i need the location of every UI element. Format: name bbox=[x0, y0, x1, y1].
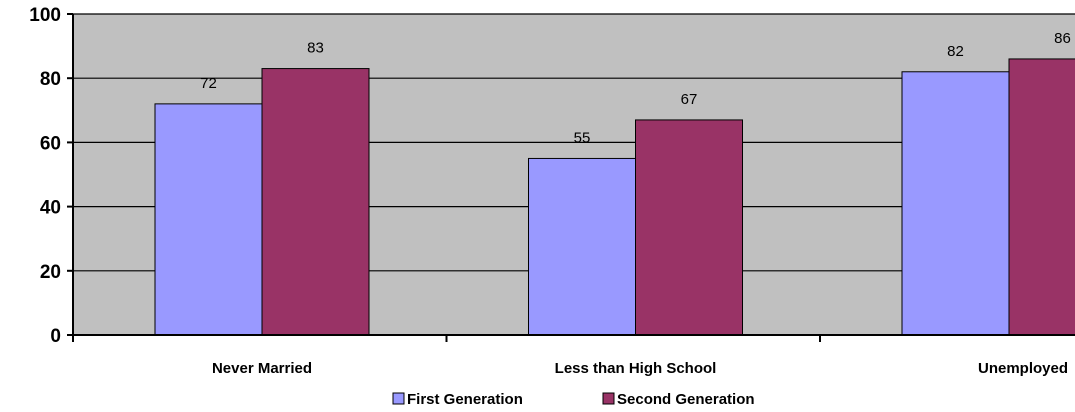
y-axis-ticks: 0 20 40 60 80 100 bbox=[29, 5, 73, 347]
category-label: Never Married bbox=[212, 360, 312, 377]
y-tick-label: 0 bbox=[50, 326, 61, 347]
bar bbox=[901, 71, 1010, 336]
y-tick-label: 20 bbox=[40, 262, 61, 283]
data-label: 83 bbox=[307, 40, 324, 57]
data-label: 82 bbox=[947, 43, 964, 60]
category-label: Unemployed bbox=[978, 360, 1068, 377]
y-tick-label: 60 bbox=[40, 133, 61, 154]
data-label: 72 bbox=[200, 75, 217, 92]
data-label: 67 bbox=[681, 91, 698, 108]
y-tick-label: 80 bbox=[40, 69, 61, 90]
category-label: Less than High School bbox=[555, 360, 717, 377]
bar bbox=[1008, 58, 1075, 336]
y-tick-label: 40 bbox=[40, 198, 61, 219]
bar bbox=[528, 157, 636, 336]
legend-label: Second Generation bbox=[617, 391, 755, 408]
bar bbox=[154, 103, 263, 336]
legend: First Generation Second Generation bbox=[392, 391, 755, 408]
legend-swatch bbox=[392, 392, 405, 405]
legend-swatch bbox=[602, 392, 615, 405]
bar bbox=[635, 119, 743, 336]
x-axis-labels: Never Married Less than High School Unempl… bbox=[212, 360, 1068, 377]
bars: 72 83 55 67 82 86 bbox=[154, 30, 1075, 336]
data-label: 86 bbox=[1054, 30, 1071, 47]
data-label: 55 bbox=[574, 129, 591, 146]
axes bbox=[67, 14, 1075, 342]
bar bbox=[261, 68, 370, 336]
y-tick-label: 100 bbox=[29, 5, 61, 26]
legend-label: First Generation bbox=[407, 391, 523, 408]
